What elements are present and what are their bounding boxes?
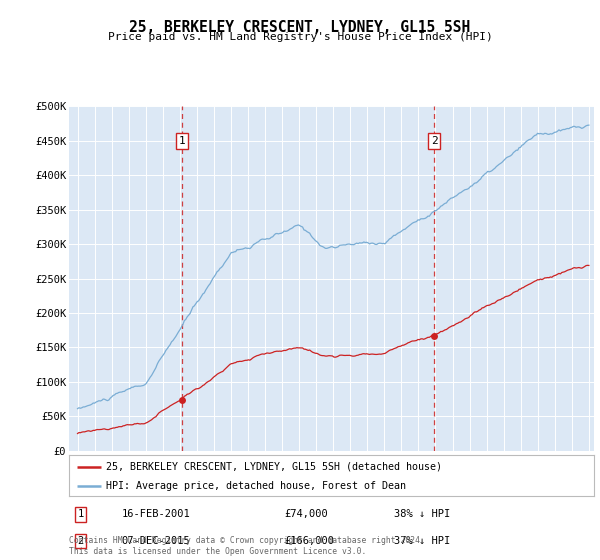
Text: 1: 1	[178, 136, 185, 146]
Text: 2: 2	[77, 536, 83, 546]
Text: 16-FEB-2001: 16-FEB-2001	[121, 510, 190, 520]
Text: Contains HM Land Registry data © Crown copyright and database right 2024.
This d: Contains HM Land Registry data © Crown c…	[69, 536, 425, 556]
Text: 25, BERKELEY CRESCENT, LYDNEY, GL15 5SH: 25, BERKELEY CRESCENT, LYDNEY, GL15 5SH	[130, 20, 470, 35]
Text: 37% ↓ HPI: 37% ↓ HPI	[395, 536, 451, 546]
Text: HPI: Average price, detached house, Forest of Dean: HPI: Average price, detached house, Fore…	[106, 480, 406, 491]
Text: 07-DEC-2015: 07-DEC-2015	[121, 536, 190, 546]
Text: £74,000: £74,000	[284, 510, 328, 520]
Text: 25, BERKELEY CRESCENT, LYDNEY, GL15 5SH (detached house): 25, BERKELEY CRESCENT, LYDNEY, GL15 5SH …	[106, 461, 442, 472]
Text: 1: 1	[77, 510, 83, 520]
Text: £166,000: £166,000	[284, 536, 334, 546]
Text: 38% ↓ HPI: 38% ↓ HPI	[395, 510, 451, 520]
Text: 2: 2	[431, 136, 437, 146]
Text: Price paid vs. HM Land Registry's House Price Index (HPI): Price paid vs. HM Land Registry's House …	[107, 32, 493, 43]
